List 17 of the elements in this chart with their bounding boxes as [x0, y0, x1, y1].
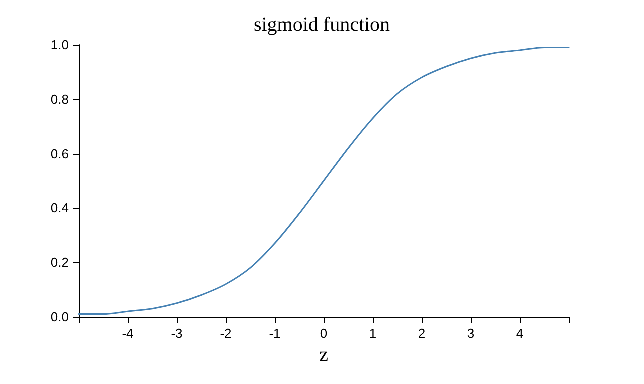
x-tick-label: 2 — [418, 326, 426, 341]
y-tick-label: 0.2 — [50, 255, 69, 270]
x-tick-label: 1 — [369, 326, 377, 341]
x-tick-label: -3 — [171, 326, 183, 341]
x-tick-label: 4 — [516, 326, 524, 341]
y-tick-label: 0.8 — [50, 92, 69, 107]
x-tick-label: 0 — [320, 326, 328, 341]
y-tick-label: 1.0 — [50, 38, 69, 52]
x-tick-label: -2 — [220, 326, 232, 341]
x-tick-label: -1 — [269, 326, 281, 341]
y-tick-label: 0.6 — [50, 146, 69, 162]
chart-title: sigmoid function — [254, 14, 390, 36]
x-axis-title: z — [320, 344, 329, 366]
y-tick-label: 0.0 — [50, 310, 69, 324]
x-tick-label: -4 — [122, 326, 134, 341]
y-tick-label: 0.4 — [50, 200, 69, 216]
x-tick-label: 3 — [467, 326, 475, 341]
